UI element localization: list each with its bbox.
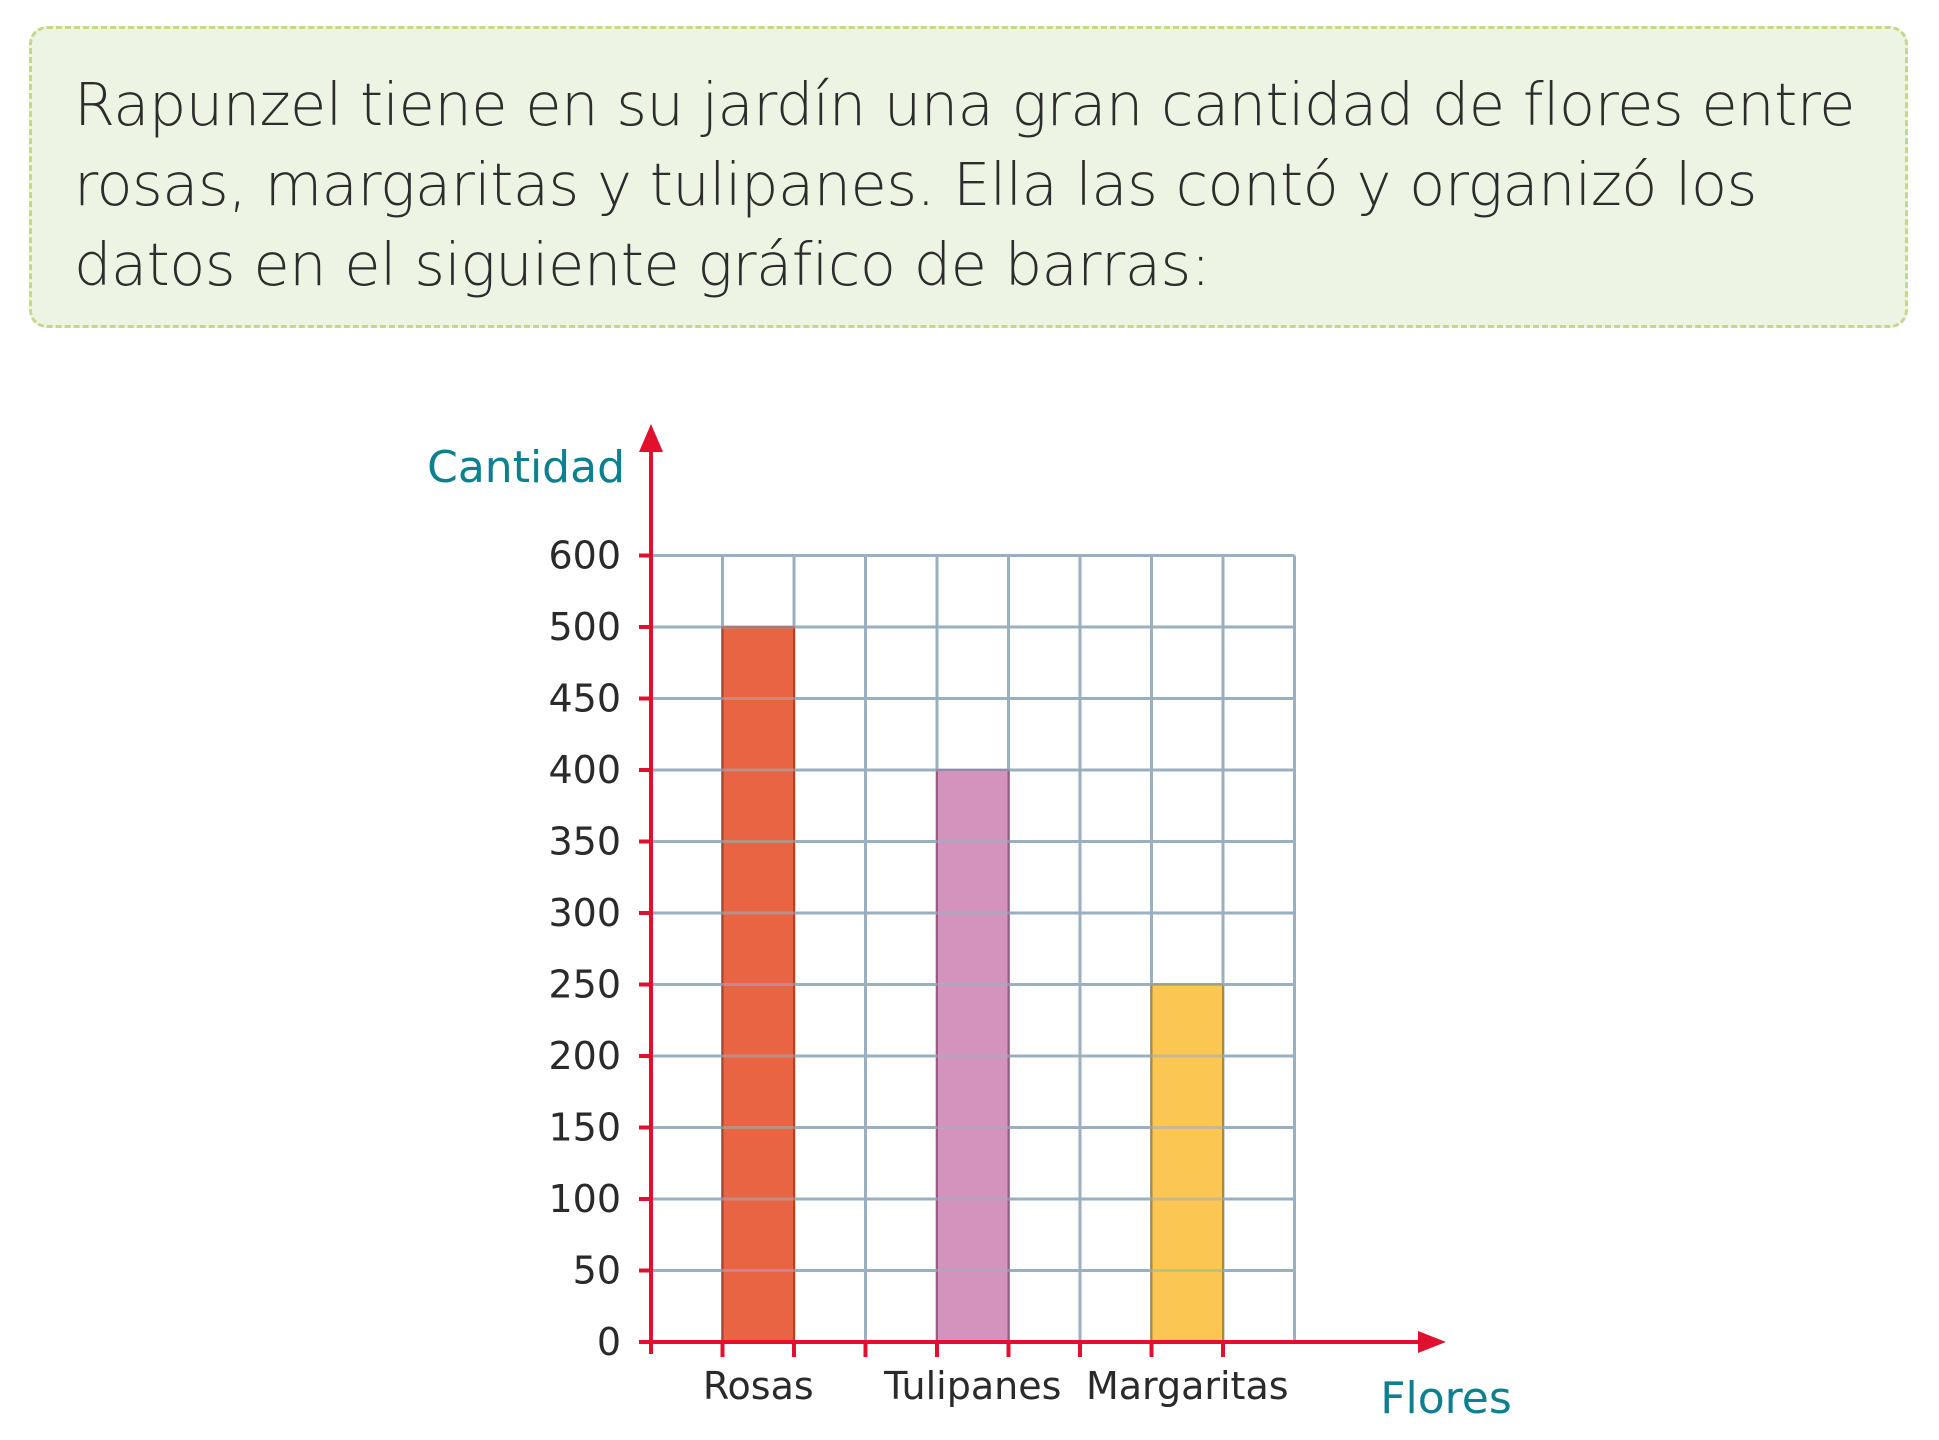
y-tick-label: 150	[548, 1106, 621, 1150]
y-tick-label: 100	[548, 1177, 621, 1221]
x-axis-title: Flores	[1380, 1373, 1512, 1424]
x-tick-label: Tulipanes	[883, 1364, 1061, 1408]
chart-bars	[651, 554, 1295, 1343]
y-tick-label: 350	[548, 820, 621, 864]
problem-statement-text: Rapunzel tiene en su jardín una gran can…	[74, 70, 1855, 299]
x-axis-arrow	[1418, 1331, 1446, 1353]
y-tick-label: 250	[548, 963, 621, 1007]
y-tick-label: 0	[597, 1320, 621, 1364]
y-axis-arrow	[639, 424, 663, 452]
x-tick-label: Rosas	[703, 1364, 814, 1408]
x-tick-label: Margaritas	[1086, 1364, 1289, 1408]
y-tick-label: 200	[548, 1034, 621, 1078]
chart-axes	[639, 424, 1446, 1357]
y-axis-title: Cantidad	[427, 442, 625, 493]
chart-labels: Rosas Tulipanes Margaritas 0 50 100 150 200 250 3…	[548, 534, 1288, 1409]
problem-statement-box: Rapunzel tiene en su jardín una gran can…	[29, 26, 1908, 328]
bar-margaritas	[1150, 983, 1224, 1343]
y-tick-label: 50	[573, 1249, 621, 1293]
y-tick-label: 400	[548, 748, 621, 792]
y-tick-label: 300	[548, 891, 621, 935]
y-tick-label: 500	[548, 605, 621, 649]
y-tick-label: 600	[548, 534, 621, 578]
y-tick-label: 450	[548, 677, 621, 721]
